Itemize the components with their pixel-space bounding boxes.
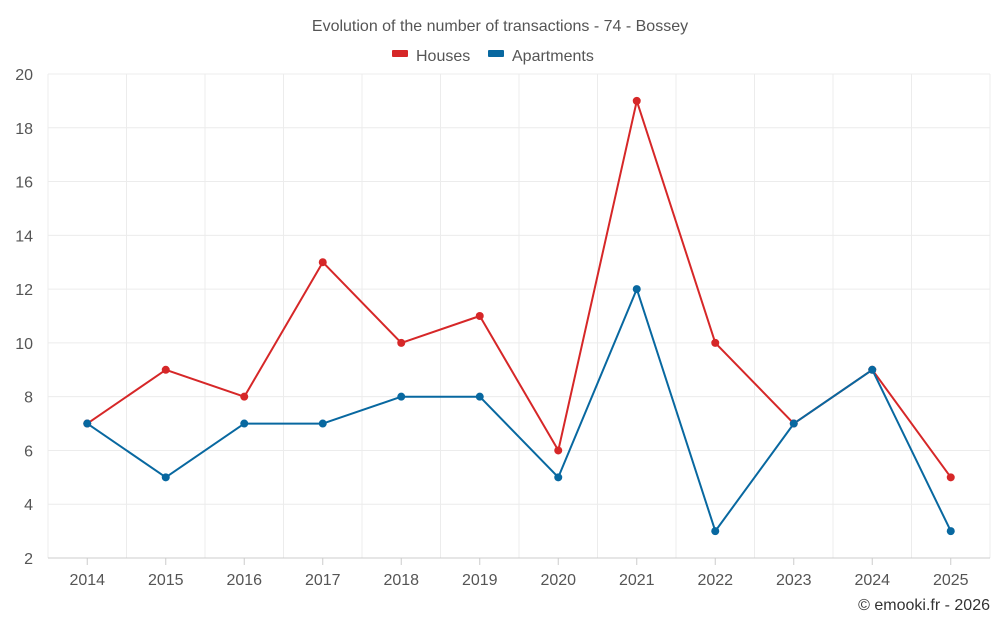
y-tick-label: 18 <box>15 121 33 138</box>
gridlines <box>47 73 991 558</box>
data-point-apartments-2023[interactable]: Apartments 2023: 7 <box>789 419 798 428</box>
y-tick-label: 12 <box>15 282 33 299</box>
data-point-apartments-2019[interactable]: Apartments 2019: 8 <box>475 392 484 401</box>
legend-label-apartments: Apartments <box>512 48 594 65</box>
data-point-apartments-2024[interactable]: Apartments 2024: 9 <box>868 365 877 374</box>
x-tick-label-2021: 2021 <box>619 572 655 589</box>
x-tick-label-2020: 2020 <box>540 572 576 589</box>
legend: Houses Apartments <box>392 48 594 65</box>
x-tick-label-2023: 2023 <box>776 572 812 589</box>
data-point-houses-2025[interactable]: Houses 2025: 5 <box>946 473 955 482</box>
series: Houses 2014: 7Houses 2015: 9Houses 2016:… <box>83 96 955 536</box>
data-point-apartments-2022[interactable]: Apartments 2022: 3 <box>711 527 720 536</box>
y-tick-label: 10 <box>15 336 33 353</box>
data-point-houses-2019[interactable]: Houses 2019: 11 <box>475 312 484 320</box>
data-point-houses-2022[interactable]: Houses 2022: 10 <box>711 338 720 347</box>
series-line-apartments <box>86 288 952 533</box>
y-tick-label: 4 <box>24 497 33 514</box>
credit-text: © emooki.fr - 2026 <box>858 597 990 614</box>
axes: 2 4 6 8 10 12 14 16 18 20 2014 2015 2016 2017 2018 2019… <box>15 67 990 589</box>
legend-label-houses: Houses <box>416 48 470 65</box>
x-tick-label-2024: 2024 <box>854 572 890 589</box>
data-point-apartments-2021[interactable]: Apartments 2021: 12 <box>632 285 641 294</box>
data-point-apartments-2017[interactable]: Apartments 2017: 7 <box>318 419 327 428</box>
x-tick-label-2025: 2025 <box>933 572 969 589</box>
data-point-apartments-2025[interactable]: Apartments 2025: 3 <box>946 527 955 536</box>
x-tick-label-2017: 2017 <box>305 572 341 589</box>
x-tick-label-2015: 2015 <box>148 572 184 589</box>
data-point-apartments-2018[interactable]: Apartments 2018: 8 <box>397 392 406 401</box>
x-tick-label-2019: 2019 <box>462 572 498 589</box>
x-tick-label-2014: 2014 <box>69 572 105 589</box>
y-tick-label: 6 <box>24 443 33 460</box>
legend-item-houses[interactable]: Houses <box>392 48 470 65</box>
y-tick-label: 2 <box>24 551 33 568</box>
data-point-houses-2020[interactable]: Houses 2020: 6 <box>554 446 563 455</box>
data-point-apartments-2015[interactable]: Apartments 2015: 5 <box>161 473 170 482</box>
data-point-houses-2015[interactable]: Houses 2015: 9 <box>161 365 170 374</box>
data-point-houses-2018[interactable]: Houses 2018: 10 <box>397 338 406 347</box>
data-point-apartments-2014[interactable]: Apartments 2014: 7 <box>83 419 92 428</box>
x-tick-label-2018: 2018 <box>383 572 419 589</box>
y-tick-label: 8 <box>24 390 33 407</box>
x-tick-label-2022: 2022 <box>697 572 733 589</box>
data-point-houses-2016[interactable]: Houses 2016: 8 <box>240 392 249 401</box>
x-tick-label-2016: 2016 <box>226 572 262 589</box>
legend-swatch-houses <box>392 50 408 57</box>
data-point-houses-2021[interactable]: Houses 2021: 19 <box>632 96 641 105</box>
y-tick-label: 20 <box>15 67 33 84</box>
y-tick-label: 16 <box>15 175 33 192</box>
legend-item-apartments[interactable]: Apartments <box>488 48 594 65</box>
y-tick-label: 14 <box>15 228 33 245</box>
data-point-houses-2017[interactable]: Houses 2017: 13 <box>318 258 327 267</box>
legend-swatch-apartments <box>488 50 504 57</box>
data-point-apartments-2016[interactable]: Apartments 2016: 7 <box>240 419 249 428</box>
data-point-apartments-2020[interactable]: Apartments 2020: 5 <box>554 473 563 482</box>
chart-title: Evolution of the number of transactions … <box>312 18 688 35</box>
